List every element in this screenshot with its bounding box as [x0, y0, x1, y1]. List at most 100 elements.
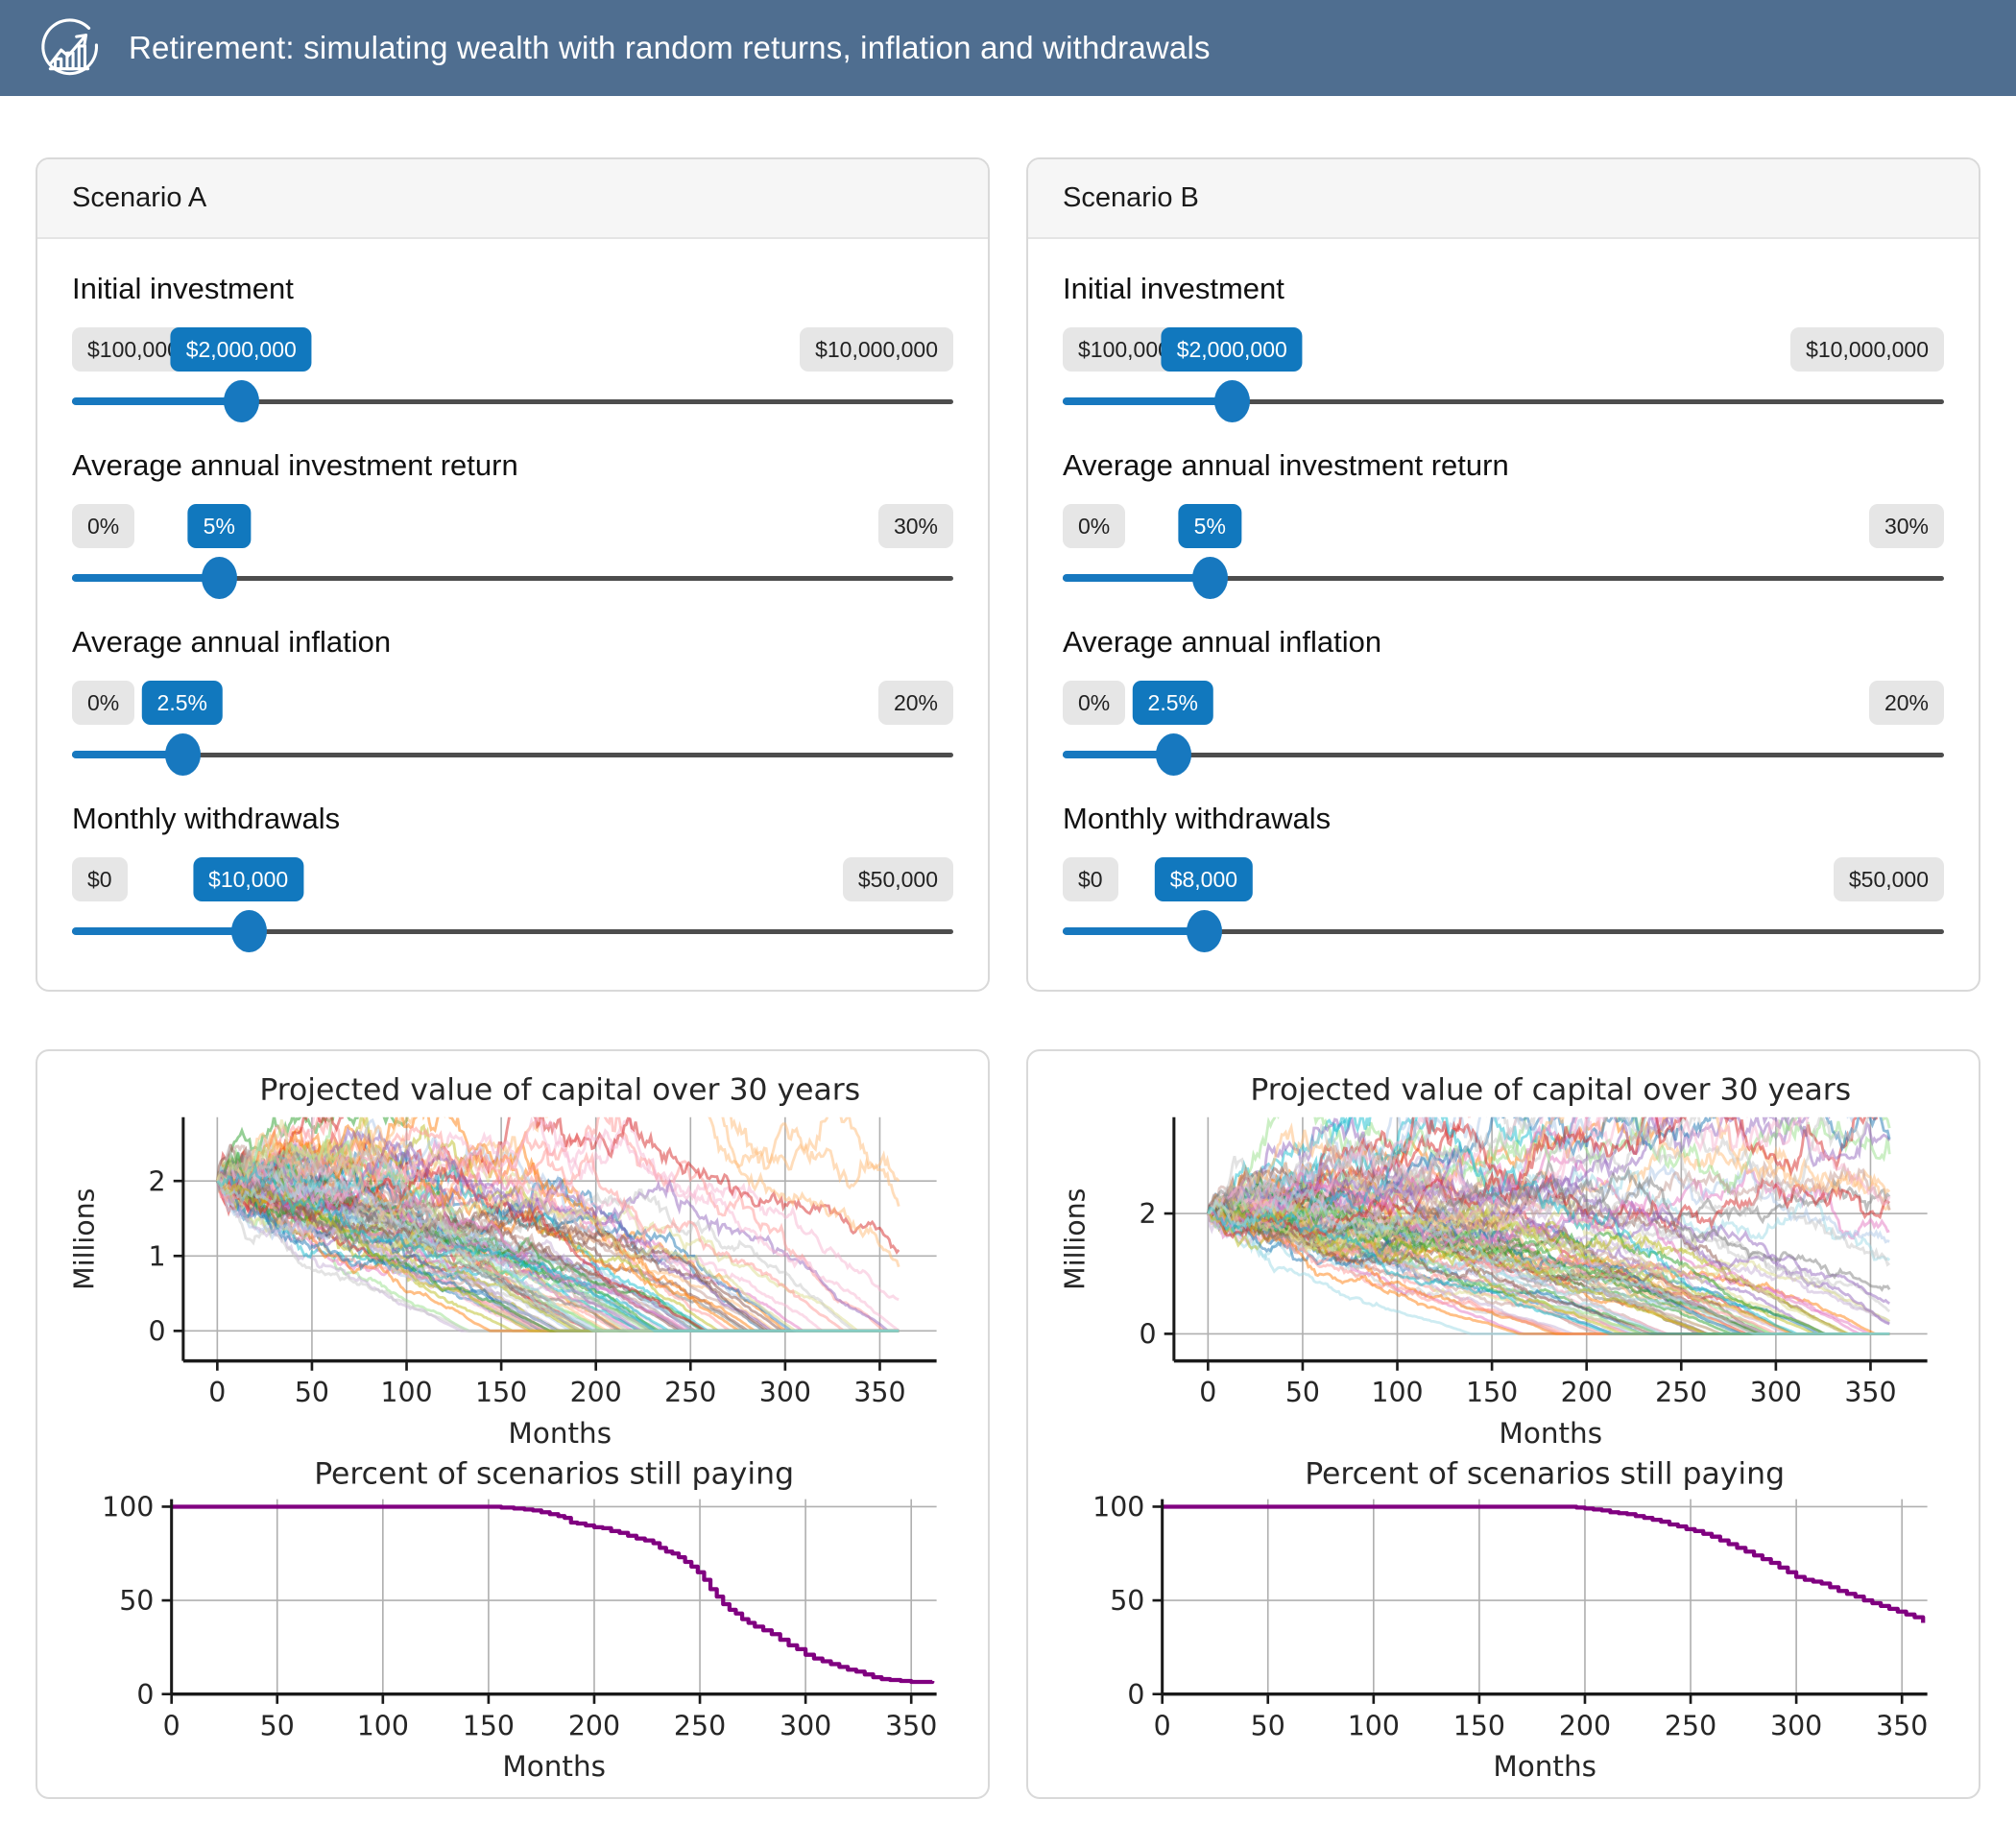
svg-text:150: 150 — [1466, 1377, 1518, 1408]
svg-text:100: 100 — [1092, 1492, 1144, 1524]
slider-handle[interactable] — [202, 557, 238, 599]
slider-initial-investment[interactable] — [1063, 379, 1944, 423]
app-header: Retirement: simulating wealth with rando… — [0, 0, 2016, 96]
slider-group: Initial investment $100,000 $2,000,000 $10,… — [1063, 272, 1944, 423]
slider-fill — [1063, 927, 1204, 935]
slider-handle[interactable] — [224, 380, 260, 422]
slider-label: Average annual investment return — [72, 448, 518, 482]
svg-text:150: 150 — [463, 1710, 515, 1741]
slider-fill — [1063, 751, 1173, 758]
svg-text:0: 0 — [149, 1316, 166, 1348]
capital-projection-chart-b: Projected value of capital over 30 years… — [1059, 1073, 1928, 1450]
svg-text:250: 250 — [674, 1710, 726, 1741]
svg-text:Months: Months — [502, 1750, 606, 1783]
svg-text:50: 50 — [1251, 1710, 1285, 1741]
slider-label: Average annual inflation — [1063, 625, 1382, 659]
svg-text:50: 50 — [119, 1585, 154, 1617]
svg-text:300: 300 — [780, 1710, 831, 1741]
slider-value-badge: 5% — [1178, 504, 1241, 548]
slider-badge-row: $0 $10,000 $50,000 — [72, 857, 953, 901]
trend-chart-icon — [41, 18, 98, 76]
slider-label: Monthly withdrawals — [1063, 802, 1332, 835]
svg-text:Projected value of capital ove: Projected value of capital over 30 years — [259, 1073, 860, 1108]
slider-handle[interactable] — [230, 910, 267, 952]
svg-text:50: 50 — [260, 1710, 295, 1741]
slider-value-badge: 5% — [187, 504, 251, 548]
slider-handle[interactable] — [1214, 380, 1251, 422]
slider-average-annual-inflation[interactable] — [1063, 732, 1944, 777]
svg-text:Projected value of capital ove: Projected value of capital over 30 years — [1250, 1073, 1851, 1108]
svg-text:0: 0 — [1154, 1710, 1171, 1741]
svg-text:Millions: Millions — [68, 1188, 100, 1290]
svg-text:150: 150 — [1453, 1710, 1505, 1741]
slider-value-badge: $10,000 — [193, 857, 304, 901]
svg-text:50: 50 — [1110, 1585, 1144, 1617]
svg-text:300: 300 — [1770, 1710, 1822, 1741]
slider-badge-row: $100,000 $2,000,000 $10,000,000 — [1063, 327, 1944, 372]
scenario-a-controls: Initial investment $100,000 $2,000,000 $10,… — [37, 239, 988, 990]
slider-max-label: 20% — [877, 681, 953, 725]
svg-text:2: 2 — [1140, 1198, 1157, 1230]
svg-text:350: 350 — [885, 1710, 937, 1741]
slider-fill — [72, 397, 242, 405]
slider-min-label: 0% — [72, 681, 135, 725]
slider-min-label: $0 — [72, 857, 128, 901]
slider-fill — [1063, 397, 1233, 405]
slider-track[interactable] — [1063, 752, 1944, 757]
slider-group: Initial investment $100,000 $2,000,000 $10,… — [72, 272, 953, 423]
svg-text:100: 100 — [1371, 1377, 1423, 1408]
svg-text:Millions: Millions — [1059, 1188, 1091, 1290]
slider-average-annual-inflation[interactable] — [72, 732, 953, 777]
slider-handle[interactable] — [1192, 557, 1229, 599]
svg-text:300: 300 — [1750, 1377, 1802, 1408]
slider-monthly-withdrawals[interactable] — [72, 909, 953, 953]
slider-track[interactable] — [72, 752, 953, 757]
slider-value-badge: $2,000,000 — [170, 327, 312, 372]
slider-average-annual-investment-return[interactable] — [1063, 556, 1944, 600]
slider-track[interactable] — [1063, 575, 1944, 581]
slider-max-label: $50,000 — [842, 857, 953, 901]
page-title: Retirement: simulating wealth with rando… — [129, 30, 1211, 65]
svg-text:200: 200 — [1559, 1710, 1611, 1741]
svg-text:0: 0 — [136, 1679, 154, 1711]
slider-handle[interactable] — [1155, 733, 1191, 776]
slider-value-badge: $8,000 — [1154, 857, 1254, 901]
slider-max-label: 30% — [1868, 504, 1944, 548]
percent-paying-chart-b: Percent of scenarios still paying 0 50 100 1… — [1092, 1458, 1928, 1783]
svg-text:0: 0 — [208, 1377, 226, 1408]
slider-fill — [72, 751, 182, 758]
slider-average-annual-investment-return[interactable] — [72, 556, 953, 600]
slider-handle[interactable] — [1186, 910, 1222, 952]
slider-handle[interactable] — [164, 733, 201, 776]
slider-monthly-withdrawals[interactable] — [1063, 909, 1944, 953]
slider-fill — [72, 574, 220, 582]
svg-text:350: 350 — [1876, 1710, 1928, 1741]
slider-group: Average annual investment return 0% 5% 30% — [1063, 448, 1944, 600]
svg-text:Months: Months — [508, 1417, 612, 1450]
scenario-b-controls: Initial investment $100,000 $2,000,000 $10,… — [1028, 239, 1979, 990]
slider-track[interactable] — [1063, 398, 1944, 404]
slider-initial-investment[interactable] — [72, 379, 953, 423]
scenario-b-title: Scenario B — [1028, 159, 1979, 239]
slider-track[interactable] — [72, 575, 953, 581]
slider-min-label: 0% — [1063, 681, 1126, 725]
svg-text:200: 200 — [568, 1710, 620, 1741]
slider-group: Average annual investment return 0% 5% 30% — [72, 448, 953, 600]
slider-track[interactable] — [1063, 928, 1944, 934]
capital-projection-chart-a: Projected value of capital over 30 years… — [68, 1073, 937, 1450]
slider-badge-row: 0% 5% 30% — [1063, 504, 1944, 548]
svg-text:50: 50 — [1285, 1377, 1320, 1408]
slider-min-label: $0 — [1063, 857, 1118, 901]
slider-badge-row: $100,000 $2,000,000 $10,000,000 — [72, 327, 953, 372]
svg-text:1: 1 — [149, 1240, 166, 1272]
svg-text:200: 200 — [1561, 1377, 1613, 1408]
slider-min-label: 0% — [1063, 504, 1126, 548]
slider-value-badge: $2,000,000 — [1161, 327, 1303, 372]
slider-track[interactable] — [72, 398, 953, 404]
svg-text:Months: Months — [1499, 1417, 1602, 1450]
svg-text:Months: Months — [1493, 1750, 1596, 1783]
slider-track[interactable] — [72, 928, 953, 934]
slider-badge-row: 0% 2.5% 20% — [72, 681, 953, 725]
slider-badge-row: 0% 2.5% 20% — [1063, 681, 1944, 725]
slider-label: Monthly withdrawals — [72, 802, 341, 835]
